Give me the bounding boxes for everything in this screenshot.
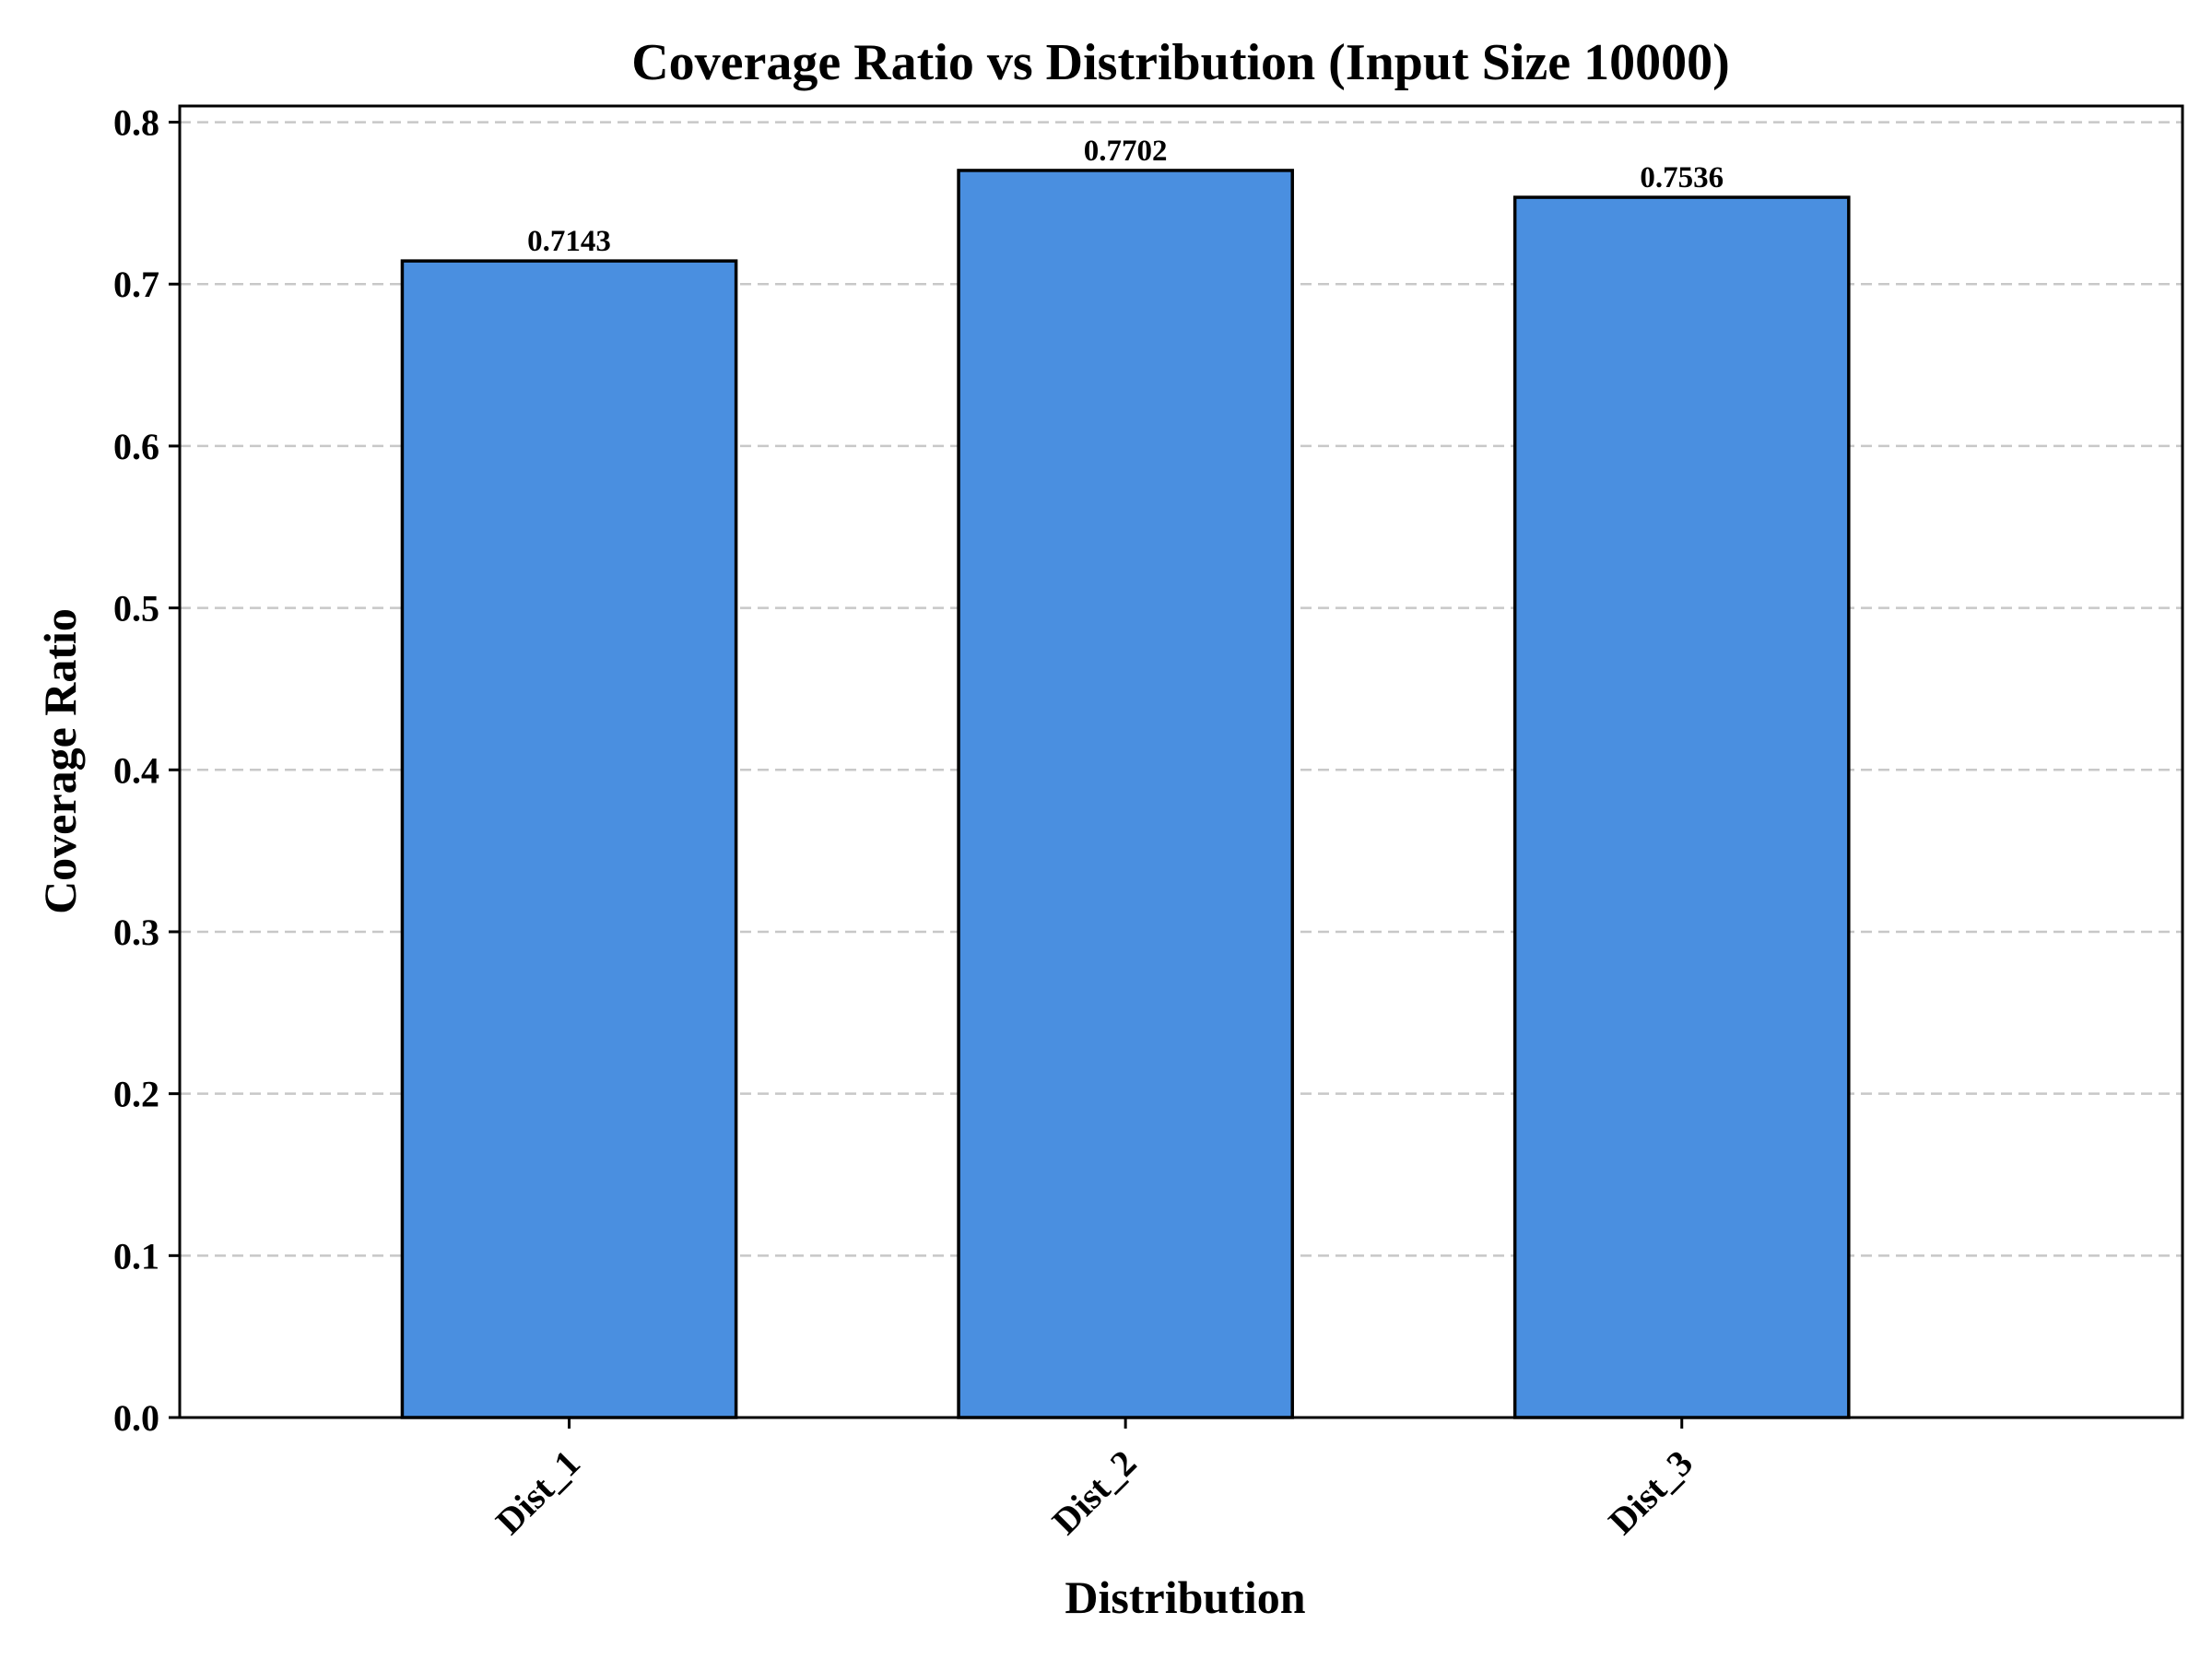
y-tick-label: 0.6 xyxy=(113,426,159,467)
bar-dist-2 xyxy=(957,169,1294,1419)
y-tick-label: 0.8 xyxy=(113,102,159,144)
x-tick-label: Dist_1 xyxy=(488,1442,588,1543)
axis-ticks: 0.0 0.1 0.2 0.3 0.4 0.5 0.6 0.7 0.8 Dist_1 Dist_2 D… xyxy=(113,102,1700,1543)
bar-value-label: 0.7143 xyxy=(527,225,611,258)
y-tick-label: 0.5 xyxy=(113,588,159,629)
y-tick-label: 0.3 xyxy=(113,912,159,953)
plot-frame xyxy=(178,104,2184,1419)
bar-value-label: 0.7702 xyxy=(1084,135,1168,168)
x-tick-label: Dist_3 xyxy=(1600,1442,1700,1543)
y-tick-label: 0.0 xyxy=(113,1397,159,1439)
y-tick-label: 0.4 xyxy=(113,749,159,791)
bar-value-label: 0.7536 xyxy=(1640,161,1724,194)
bar-dist-3 xyxy=(1512,195,1851,1419)
y-tick-label: 0.2 xyxy=(113,1074,159,1115)
y-axis-label: Coverage Ratio xyxy=(34,608,86,914)
y-tick-label: 0.7 xyxy=(113,264,159,305)
x-axis-label: Distribution xyxy=(1065,1571,1305,1623)
data-labels: 0.7143 0.7702 0.7536 xyxy=(527,135,1724,258)
bar-dist-1 xyxy=(400,259,738,1419)
chart-title: Coverage Ratio vs Distribution (Input Si… xyxy=(631,34,1730,91)
x-tick-label: Dist_2 xyxy=(1044,1442,1145,1543)
y-tick-label: 0.1 xyxy=(113,1235,159,1277)
bars xyxy=(400,169,1851,1419)
